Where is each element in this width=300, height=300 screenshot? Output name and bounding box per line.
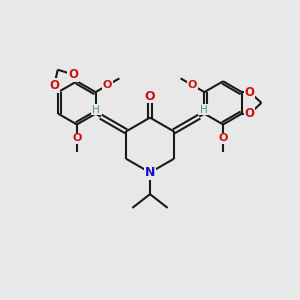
Text: O: O [68,68,78,81]
Text: O: O [245,107,255,120]
Text: O: O [145,89,155,103]
Text: O: O [103,80,112,90]
Text: O: O [245,85,255,99]
Text: H: H [92,105,100,115]
Text: N: N [145,166,155,179]
Text: O: O [72,133,82,143]
Text: O: O [188,80,197,90]
Text: H: H [200,105,208,115]
Text: O: O [218,133,228,143]
Text: O: O [49,79,59,92]
